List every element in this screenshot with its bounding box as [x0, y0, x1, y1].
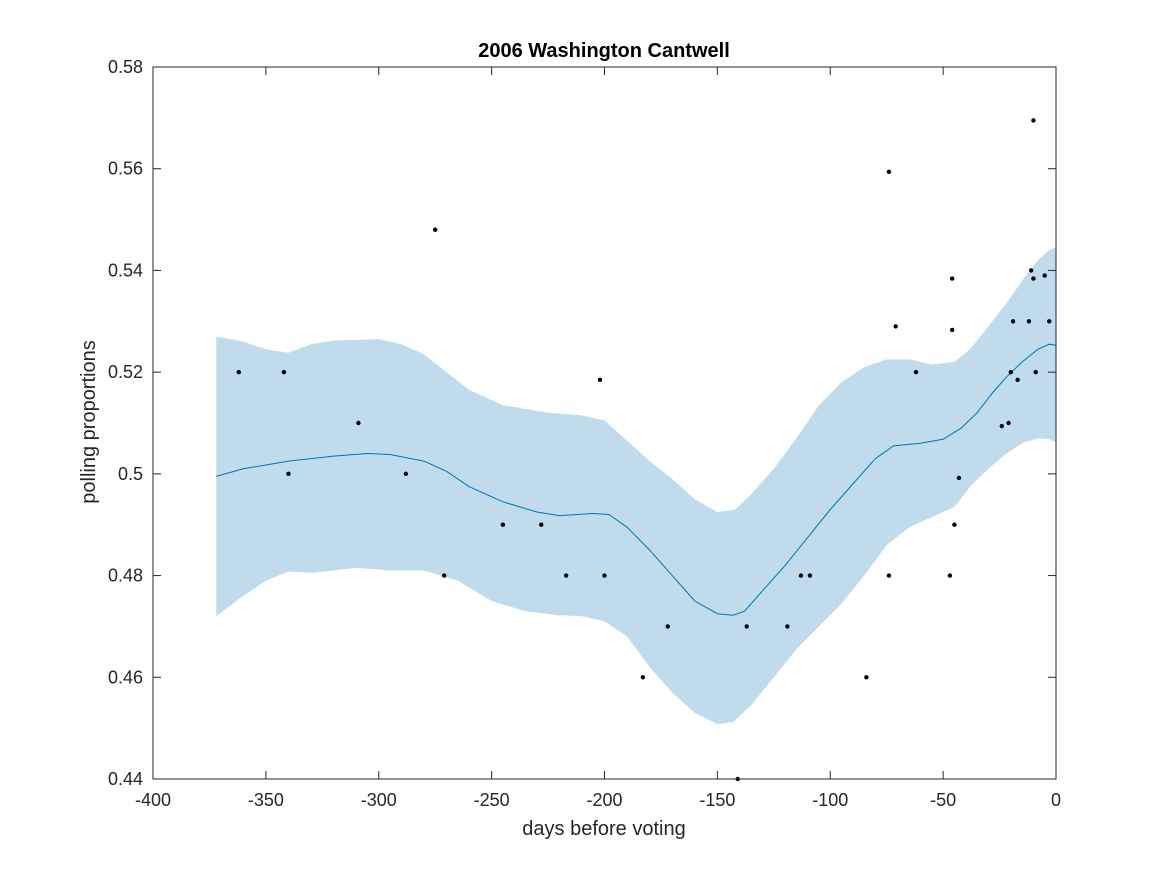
x-tick-label: -100 [812, 790, 848, 810]
x-tick-label: -200 [586, 790, 622, 810]
y-tick-label: 0.54 [108, 260, 143, 280]
x-tick-label: -300 [361, 790, 397, 810]
data-point-5 [432, 227, 438, 232]
x-tick-label: -150 [699, 790, 735, 810]
y-tick-label: 0.44 [108, 769, 143, 789]
data-point-3 [356, 420, 361, 426]
data-point-33 [1015, 377, 1020, 382]
data-point-16 [785, 624, 790, 629]
data-point-32 [1010, 319, 1016, 324]
data-point-22 [893, 324, 898, 329]
data-point-30 [1006, 420, 1011, 426]
x-axis-label: days before voting [522, 818, 685, 840]
data-point-1 [281, 369, 287, 375]
data-point-17 [798, 573, 804, 578]
data-point-8 [539, 522, 544, 527]
data-points [236, 118, 1052, 782]
data-point-35 [1028, 268, 1034, 273]
data-point-18 [807, 573, 813, 578]
data-point-24 [947, 573, 953, 578]
data-point-9 [563, 573, 569, 578]
data-point-25 [949, 276, 955, 281]
data-point-19 [864, 675, 869, 680]
data-point-23 [913, 369, 919, 375]
data-point-15 [744, 624, 749, 629]
data-point-20 [886, 169, 892, 174]
data-point-13 [665, 624, 670, 629]
data-point-6 [442, 573, 447, 578]
data-point-0 [236, 369, 241, 375]
data-point-37 [1031, 118, 1036, 123]
data-point-29 [999, 423, 1005, 429]
data-point-21 [886, 573, 892, 578]
y-tick-label: 0.5 [118, 464, 143, 484]
x-tick-label: 0 [1051, 790, 1061, 810]
chart-title: 2006 Washington Cantwell [478, 40, 730, 62]
y-tick-label: 0.56 [108, 159, 143, 179]
data-point-39 [1042, 273, 1047, 278]
x-tick-label: -250 [474, 790, 510, 810]
data-point-28 [956, 475, 962, 481]
y-tick-label: 0.58 [108, 57, 143, 77]
data-point-31 [1008, 369, 1014, 375]
data-point-2 [286, 471, 291, 477]
data-point-34 [1026, 319, 1032, 324]
x-tick-label: -50 [930, 790, 956, 810]
x-tick-label: -400 [135, 790, 171, 810]
y-tick-label: 0.46 [108, 667, 143, 687]
y-tick-label: 0.52 [108, 362, 143, 382]
data-point-7 [500, 522, 506, 527]
y-tick-label: 0.48 [108, 566, 143, 586]
data-point-38 [1033, 369, 1038, 375]
data-point-4 [403, 471, 409, 477]
y-axis-label: polling proportions [78, 340, 100, 503]
confidence-band [216, 247, 1056, 725]
plot-area [216, 118, 1057, 782]
data-point-12 [640, 675, 646, 680]
axis-ticks [152, 66, 1057, 780]
data-point-10 [597, 377, 603, 382]
x-tick-label: -350 [248, 790, 284, 810]
data-point-40 [1047, 319, 1052, 324]
data-point-36 [1031, 276, 1036, 281]
mean-curve [216, 343, 1057, 616]
data-point-26 [949, 327, 955, 333]
data-point-11 [602, 573, 607, 578]
tick-labels: -400 -350 -300 -250 -200 -150 -100 -50 0 0.44 0.46… [108, 57, 1061, 810]
data-point-27 [952, 522, 957, 527]
